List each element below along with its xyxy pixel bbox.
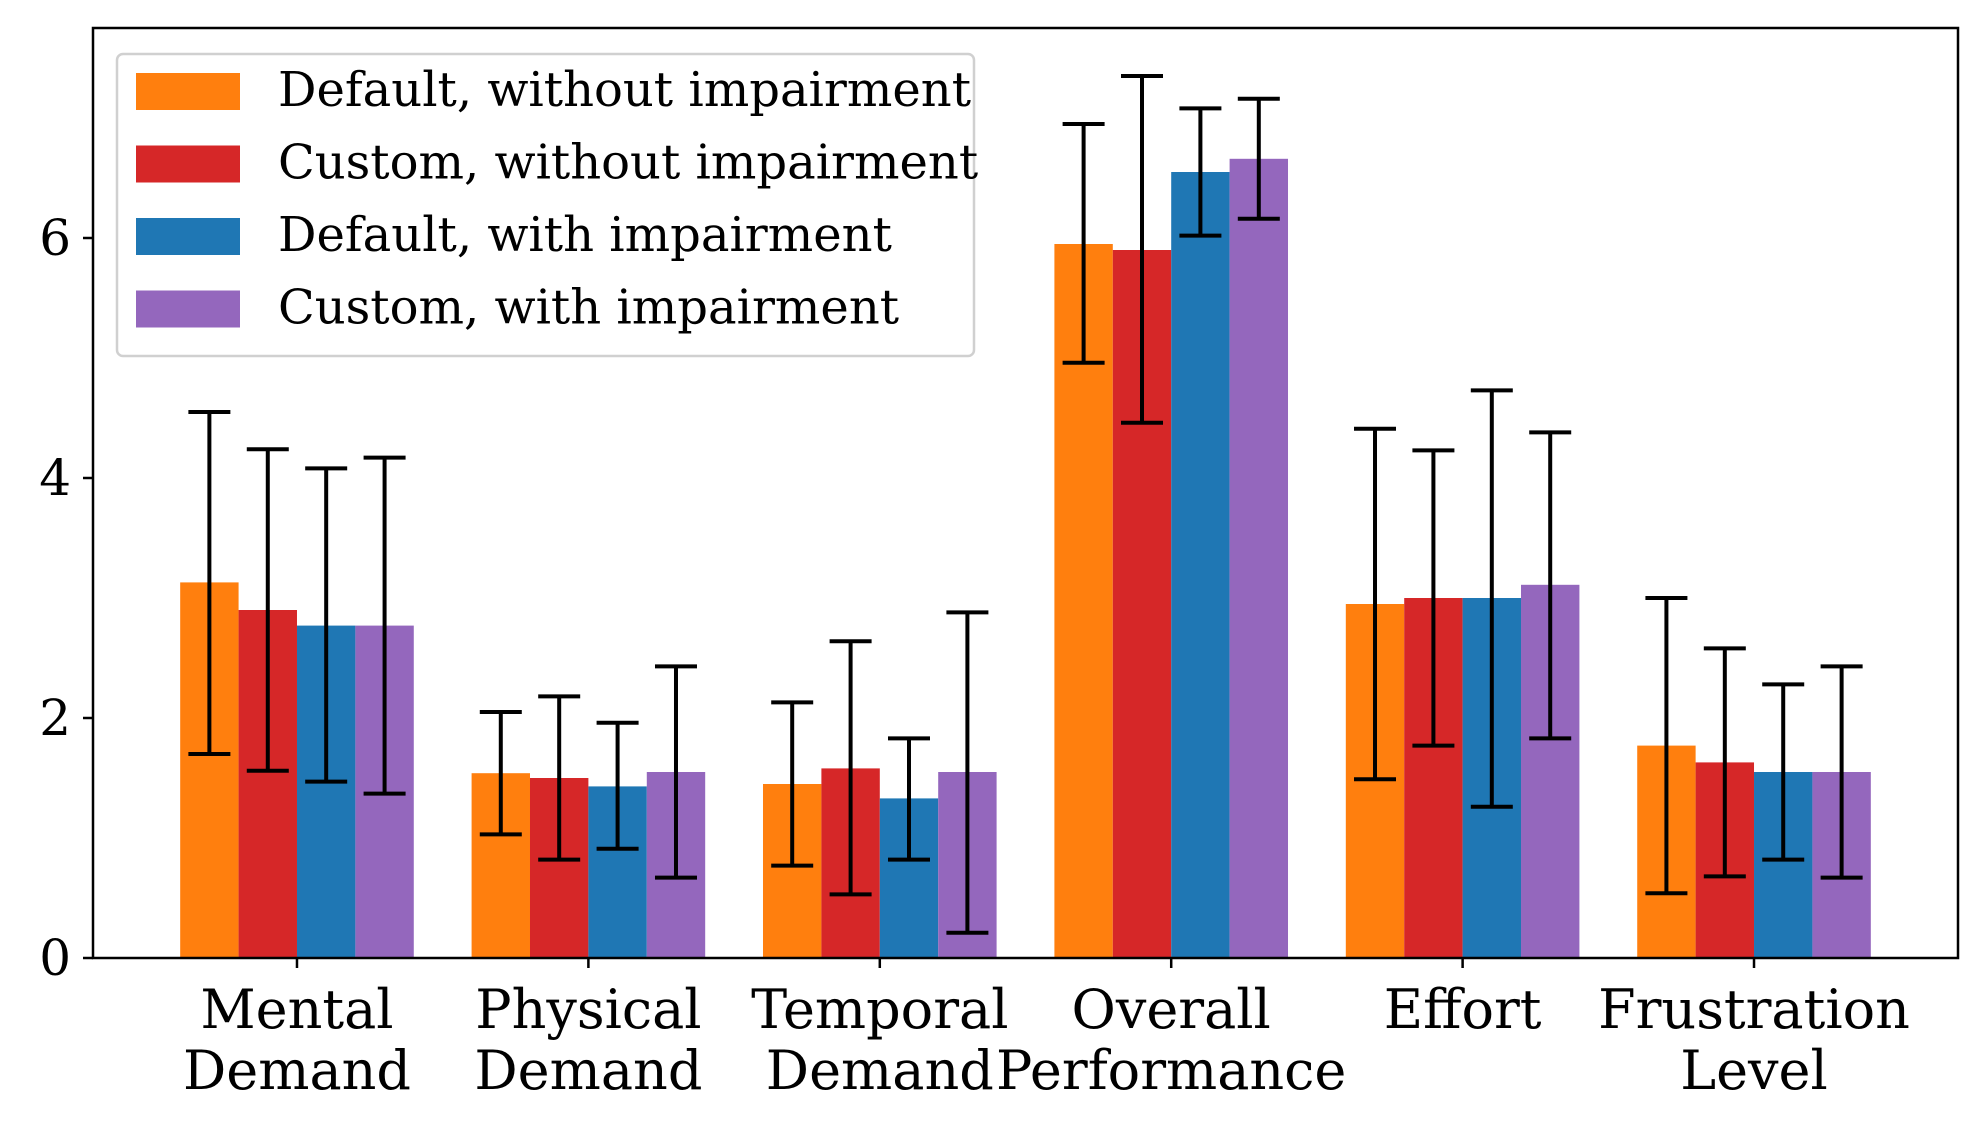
- x-tick-label: Frustration: [1598, 978, 1910, 1041]
- y-tick-label: 6: [39, 209, 71, 267]
- error-bars-layer: [188, 74, 1863, 935]
- x-tick-label: Demand: [766, 1039, 994, 1102]
- bar: [1171, 172, 1230, 958]
- legend-frame: [115, 52, 976, 358]
- bar: [1229, 158, 1289, 959]
- legend: Default, without impairment Custom, witho…: [115, 52, 978, 358]
- y-tick-label: 4: [39, 449, 71, 507]
- axes-layer: 0246MentalDemandPhysicalDemandTemporalDe…: [39, 26, 1960, 1102]
- y-tick-label: 0: [39, 929, 71, 987]
- legend-label: Default, with impairment: [278, 207, 892, 263]
- legend-label: Custom, with impairment: [278, 280, 899, 336]
- x-tick-label: Overall: [1072, 978, 1271, 1041]
- x-tick-label: Performance: [996, 1039, 1346, 1102]
- legend-swatch: [136, 290, 240, 328]
- x-tick-label: Physical: [475, 978, 701, 1041]
- legend-swatch: [136, 73, 240, 110]
- plot-frame: [91, 26, 1960, 960]
- y-tick-label: 2: [39, 689, 71, 747]
- legend-swatch: [136, 218, 240, 255]
- x-tick-label: Effort: [1384, 978, 1542, 1041]
- legend-label: Default, without impairment: [278, 62, 971, 118]
- x-tick-label: Demand: [183, 1039, 411, 1102]
- legend-swatch: [136, 145, 240, 183]
- legend-label: Custom, without impairment: [278, 135, 978, 191]
- x-tick-label: Level: [1680, 1039, 1828, 1102]
- x-tick-label: Temporal: [751, 978, 1008, 1041]
- x-tick-label: Mental: [200, 978, 393, 1041]
- x-tick-label: Demand: [474, 1039, 702, 1102]
